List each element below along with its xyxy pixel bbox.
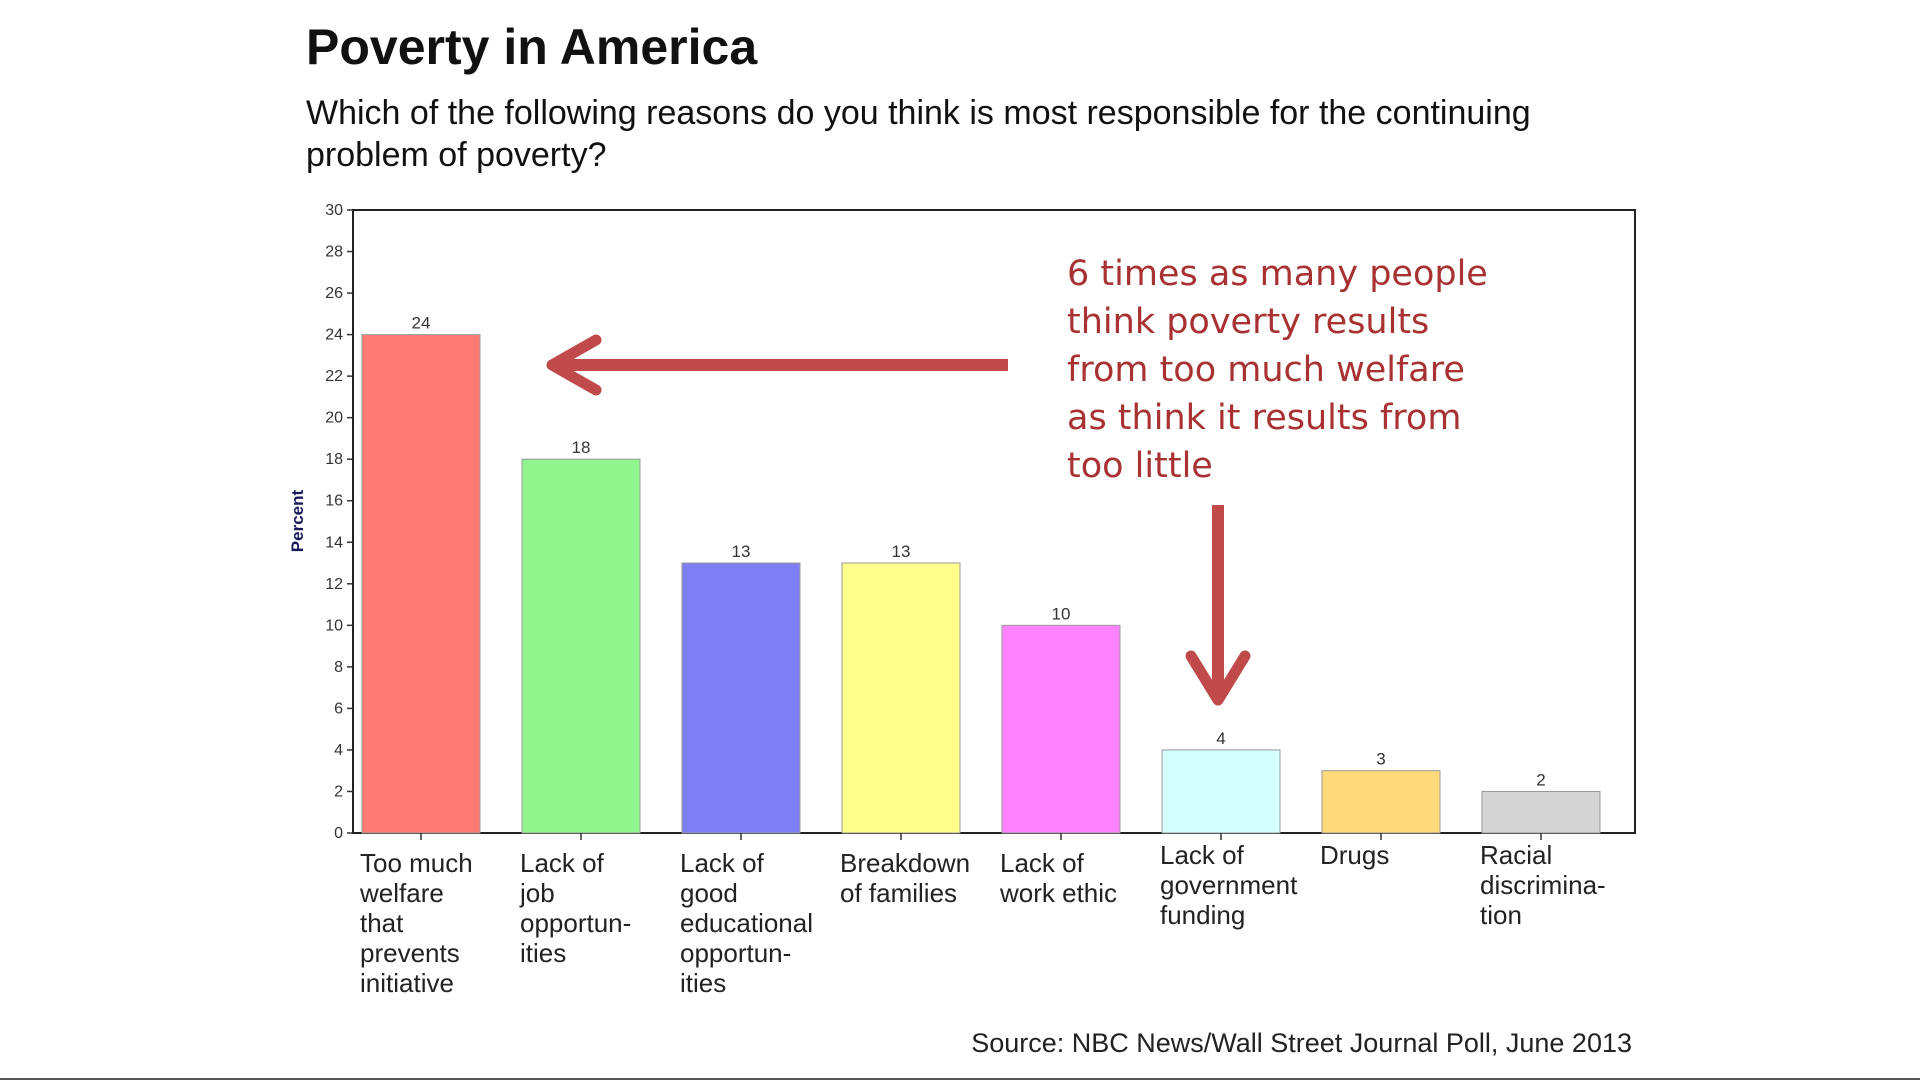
chart-subtitle: Which of the following reasons do you th… [306,94,1531,174]
y-tick-label: 28 [325,244,343,261]
y-tick-label: 4 [334,742,343,759]
category-label: Too much welfare that prevents initiativ… [360,848,473,998]
y-tick-label: 0 [334,825,343,842]
bar [1321,770,1441,834]
category-label: Drugs [1320,840,1390,870]
data-label: 13 [892,542,911,561]
arrow-down-head [1185,650,1251,706]
bar [1481,790,1601,834]
bar [361,334,481,834]
y-tick-label: 22 [325,368,343,385]
y-tick-label: 14 [325,534,343,551]
bar [681,562,801,834]
y-tick-label: 8 [334,659,343,676]
y-tick-label: 24 [325,327,343,344]
chart-title: Poverty in America [306,19,758,75]
data-label: 24 [412,314,431,333]
bottom-divider [0,1078,1920,1080]
y-tick-label: 18 [325,451,343,468]
annotation-text: 6 times as many people think poverty res… [1067,254,1488,486]
data-label: 2 [1536,770,1545,789]
y-tick-label: 10 [325,617,343,634]
bar [1001,624,1121,834]
category-label: Lack of job opportun- ities [520,848,632,968]
y-tick-label: 26 [325,285,343,302]
bar [521,458,641,834]
source-note: Source: NBC News/Wall Street Journal Pol… [971,1028,1632,1058]
plot-frame [352,209,1636,834]
y-tick-label: 30 [325,202,343,219]
data-label: 3 [1376,750,1385,769]
data-label: 10 [1052,604,1071,623]
category-label: Lack of government funding [1160,840,1298,930]
arrow-left-head [546,334,602,396]
y-tick-label: 20 [325,410,343,427]
category-label: Lack of good educational opportun- ities [680,848,813,998]
y-tick-label: 16 [325,493,343,510]
data-label: 4 [1216,729,1225,748]
y-tick-label: 12 [325,576,343,593]
category-label: Lack of work ethic [1000,848,1118,908]
category-label: Racial discrimina- tion [1480,840,1606,930]
bar [841,562,961,834]
y-tick-label: 2 [334,783,343,800]
data-label: 18 [572,438,591,457]
y-tick-label: 6 [334,700,343,717]
category-label: Breakdown of families [840,848,971,908]
data-label: 13 [732,542,751,561]
y-axis-label: Percent [288,489,307,552]
bar [1161,749,1281,834]
